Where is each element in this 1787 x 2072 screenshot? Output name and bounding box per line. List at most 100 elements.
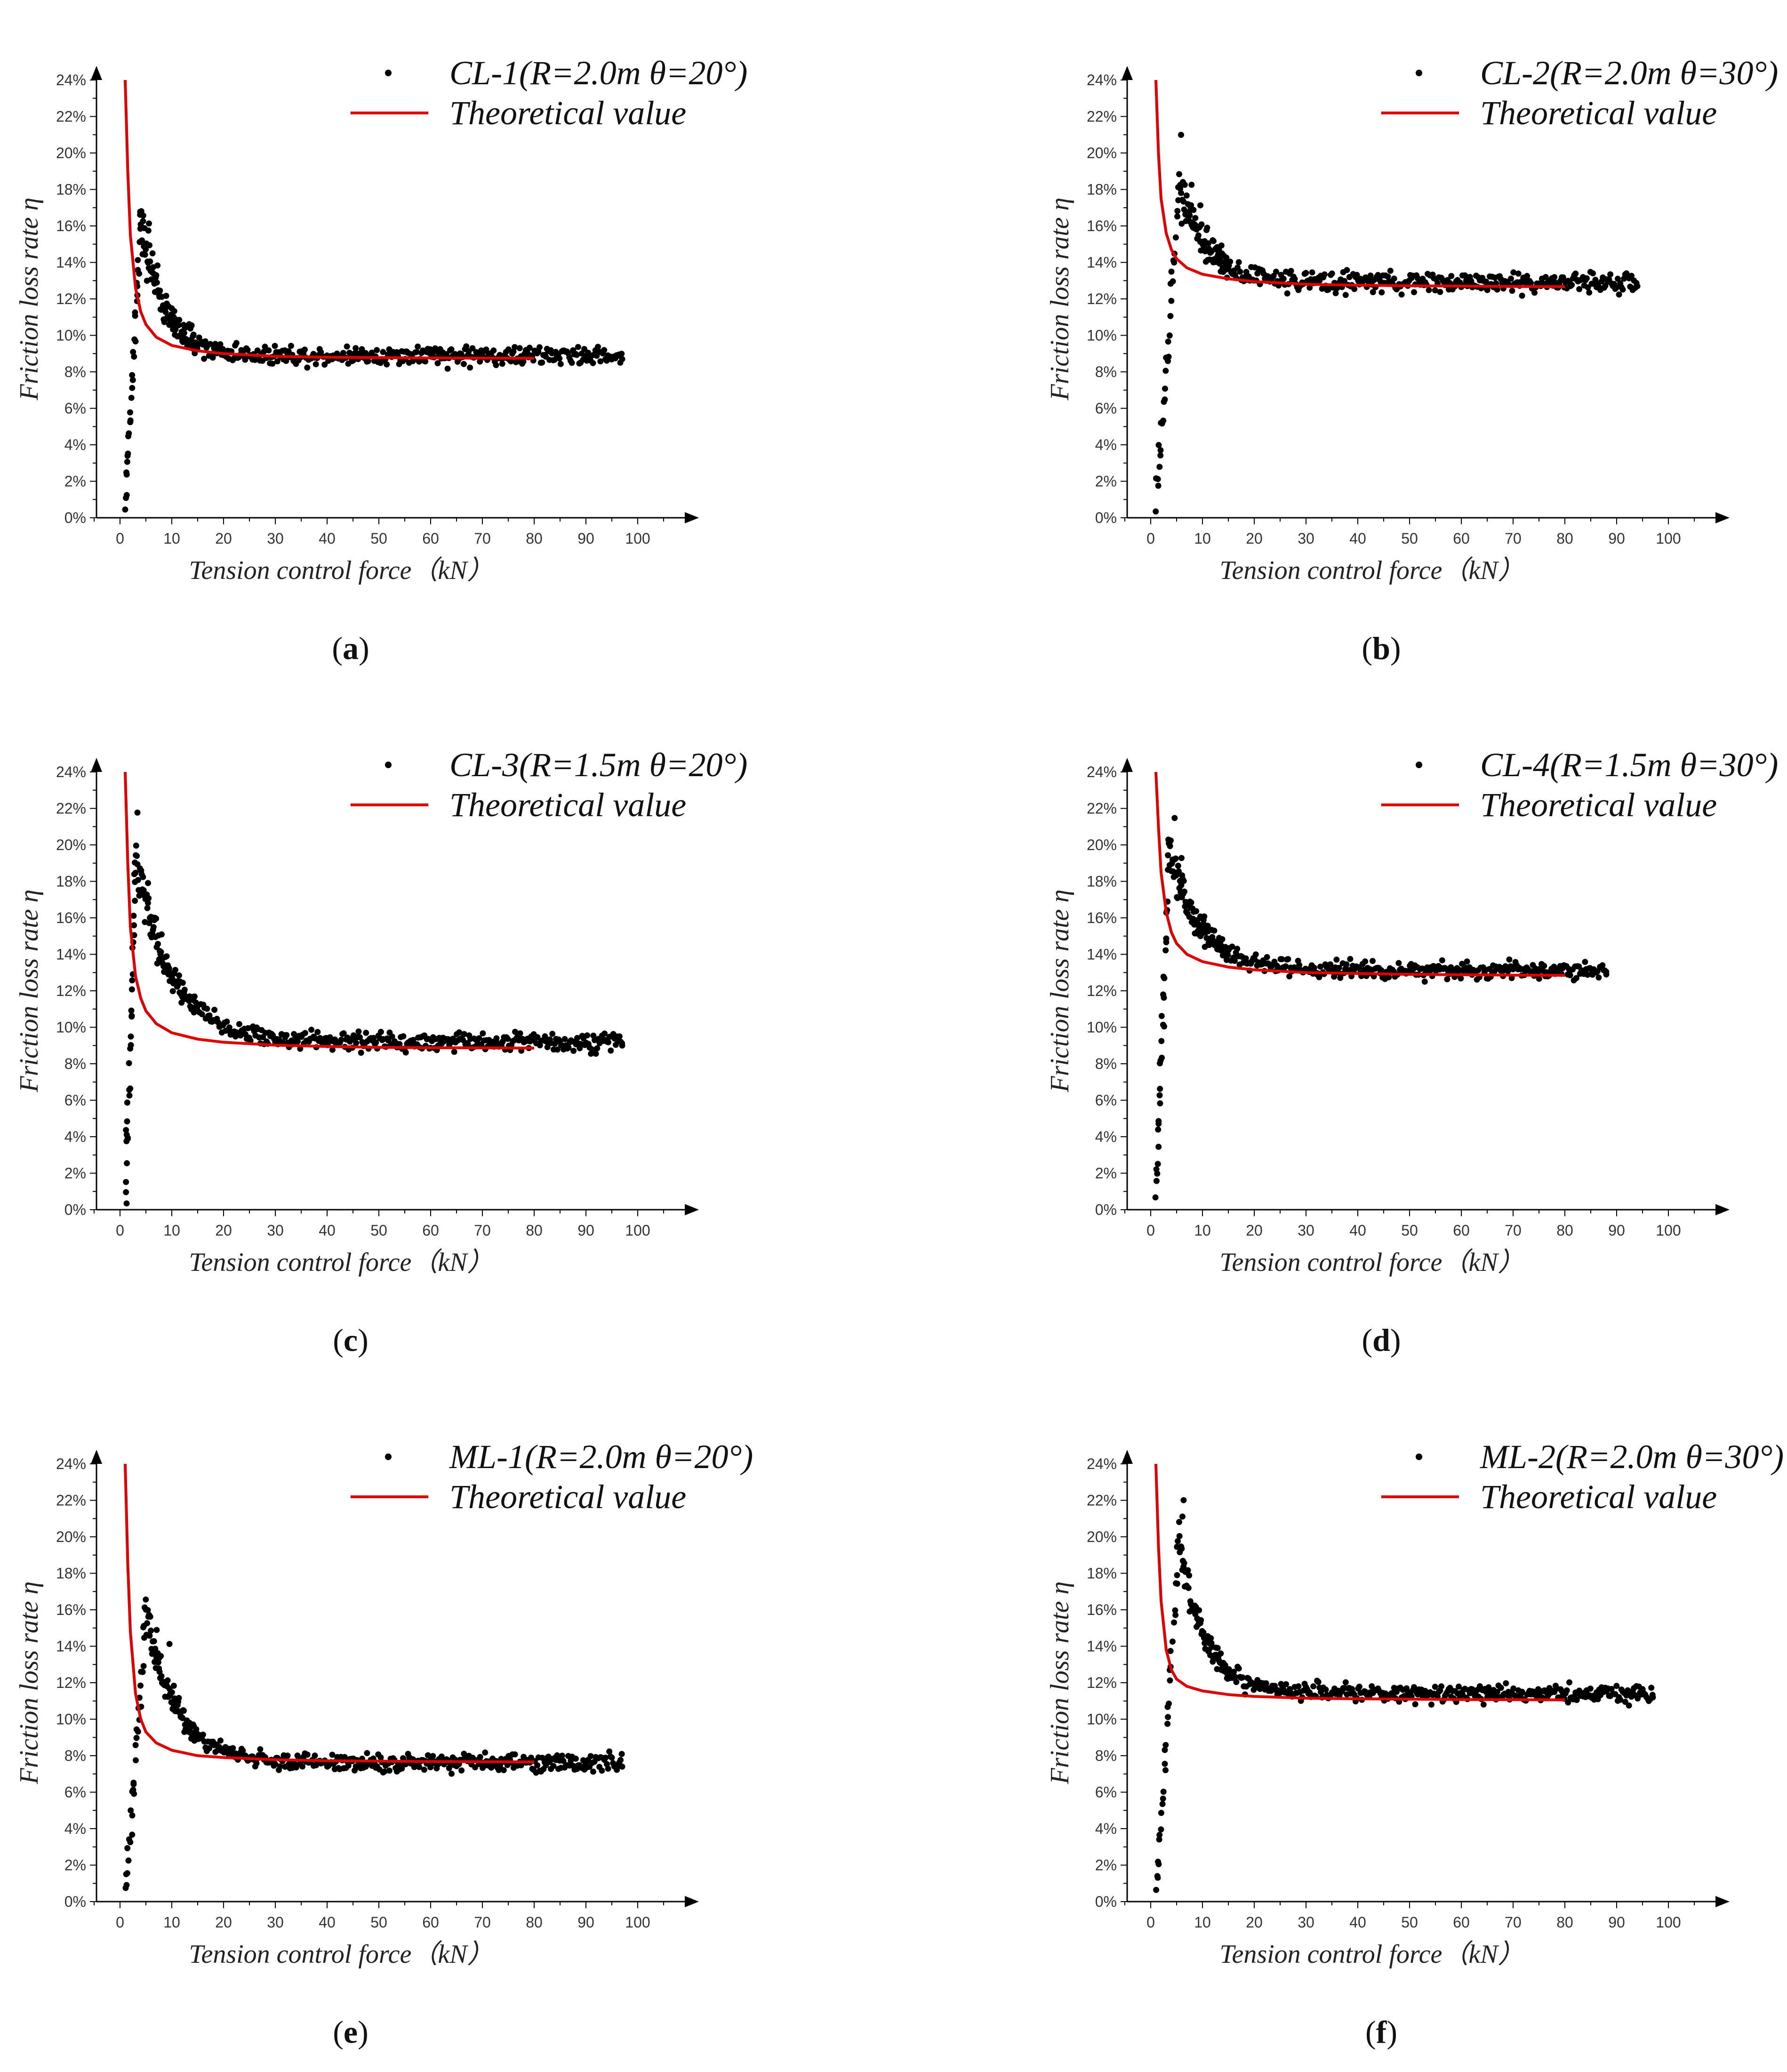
data-point — [329, 1751, 336, 1758]
data-point — [1158, 1013, 1165, 1019]
data-point — [151, 1638, 157, 1645]
data-point — [274, 358, 280, 365]
data-point — [1283, 1681, 1289, 1687]
y-tick-label: 14% — [56, 1638, 86, 1655]
data-point — [1284, 290, 1290, 297]
data-point — [129, 377, 136, 383]
data-point — [1494, 286, 1500, 293]
data-point — [619, 356, 625, 362]
data-point — [157, 288, 163, 294]
data-point — [1519, 292, 1525, 299]
data-point — [1162, 1747, 1168, 1753]
data-point — [1218, 242, 1225, 249]
chart-panel-f: 0 10 20 30 40 50 60 70 80 90 100 0% 2% 4% 6% 8% 10% 12% 14… — [1045, 1438, 1784, 2050]
data-point — [193, 1726, 200, 1733]
data-point — [1159, 1054, 1165, 1061]
data-point — [1157, 447, 1164, 453]
data-point — [402, 1049, 409, 1056]
data-point — [1157, 1100, 1163, 1107]
data-point — [132, 338, 139, 345]
x-axis-title: Tension control force（kN） — [1219, 1940, 1524, 1969]
x-tick-label: 20 — [215, 1222, 232, 1239]
data-point — [589, 1046, 595, 1053]
data-point — [1551, 274, 1558, 281]
y-tick-label: 10% — [56, 327, 86, 344]
data-point — [1198, 221, 1205, 228]
data-point — [499, 361, 505, 367]
data-point — [1331, 973, 1338, 980]
data-point — [1464, 958, 1470, 965]
data-point — [1172, 1612, 1179, 1618]
legend-marker-measured — [385, 70, 392, 76]
data-point — [590, 360, 596, 366]
data-point — [1225, 952, 1231, 958]
data-point — [1160, 1795, 1166, 1802]
panel-label-close: ) — [358, 1322, 369, 1358]
data-point — [1341, 278, 1348, 284]
data-point — [321, 361, 328, 368]
data-point — [386, 1767, 393, 1774]
panel-label-open: ( — [332, 630, 343, 666]
series-measured-points — [123, 809, 625, 1207]
data-point — [1428, 1701, 1434, 1708]
chart-panel-c: 0 10 20 30 40 50 60 70 80 90 100 0% 2% 4% 6% 8% 10% 12% 14… — [15, 746, 747, 1358]
data-point — [1576, 963, 1582, 970]
y-tick-label: 18% — [1087, 181, 1117, 198]
data-point — [145, 880, 151, 886]
x-tick-label: 0 — [116, 1914, 124, 1931]
data-point — [1295, 1683, 1302, 1690]
x-tick-label: 60 — [1453, 1914, 1470, 1931]
data-point — [135, 257, 141, 263]
data-point — [373, 1039, 379, 1046]
data-point — [605, 1766, 611, 1772]
data-point — [132, 309, 138, 316]
y-axis-title: Friction loss rate η — [1045, 890, 1074, 1093]
data-point — [283, 1032, 290, 1038]
data-point — [171, 308, 177, 314]
x-tick-label: 80 — [1556, 1222, 1573, 1239]
data-point — [1315, 1678, 1322, 1685]
data-point — [1155, 1143, 1162, 1150]
legend-label-theory: Theoretical value — [449, 94, 686, 132]
data-point — [140, 1663, 147, 1670]
data-point — [1242, 955, 1249, 962]
data-point — [190, 331, 197, 338]
data-point — [181, 1708, 187, 1714]
data-point — [1648, 1685, 1655, 1691]
data-point — [163, 953, 170, 960]
data-point — [536, 344, 543, 351]
y-tick-label: 22% — [1087, 800, 1117, 817]
data-point — [206, 1745, 213, 1751]
data-point — [363, 1029, 369, 1036]
data-point — [172, 967, 178, 973]
data-point — [1181, 888, 1187, 895]
y-axis-arrow-icon — [91, 758, 102, 772]
series-theory-line — [1154, 1463, 1565, 1702]
data-point — [1306, 284, 1313, 291]
data-point — [150, 924, 157, 931]
data-point — [240, 1747, 246, 1754]
data-point — [1196, 1607, 1202, 1614]
data-point — [155, 1659, 161, 1666]
x-tick-label: 80 — [1556, 530, 1573, 547]
x-tick-label: 40 — [319, 530, 336, 547]
data-point — [1160, 418, 1167, 424]
data-point — [134, 852, 140, 859]
x-axis-arrow-icon — [685, 1896, 699, 1907]
x-tick-label: 10 — [1194, 1914, 1211, 1931]
data-point — [1153, 1887, 1160, 1893]
data-point — [211, 1006, 218, 1013]
data-point — [581, 346, 587, 352]
data-point — [1634, 283, 1641, 289]
data-point — [444, 365, 451, 372]
data-point — [357, 1034, 363, 1041]
data-point — [358, 1050, 364, 1056]
data-point — [329, 1046, 336, 1053]
data-point — [1439, 957, 1445, 964]
x-tick-label: 90 — [577, 1222, 594, 1239]
x-tick-label: 90 — [1608, 530, 1625, 547]
data-point — [1227, 258, 1234, 265]
x-tick-label: 100 — [625, 1914, 650, 1931]
data-point — [1603, 971, 1610, 978]
y-tick-label: 16% — [1087, 909, 1117, 926]
